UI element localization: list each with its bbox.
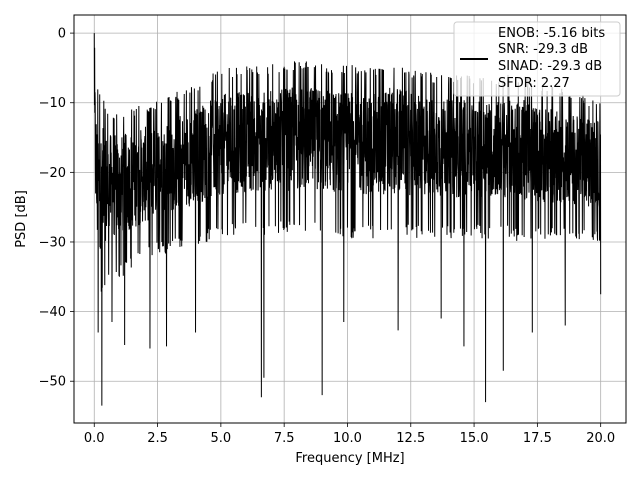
y-axis-label: PSD [dB] — [14, 190, 29, 248]
legend-entry-line-3: SINAD: -29.3 dB — [498, 59, 602, 74]
legend-entry-line-4: SFDR: 2.27 — [498, 76, 570, 91]
y-tick-label: −10 — [39, 96, 66, 111]
x-axis-label: Frequency [MHz] — [295, 451, 404, 466]
x-tick-label: 17.5 — [523, 431, 552, 446]
y-tick-label: −20 — [39, 166, 66, 181]
plot-frame — [73, 14, 627, 424]
y-axis-ticks: 0 −10 −20 −30 −40 −50 — [39, 27, 74, 390]
x-tick-label: 0.0 — [84, 431, 105, 446]
x-tick-label: 7.5 — [274, 431, 295, 446]
legend-entry-line-1: ENOB: -5.16 bits — [498, 26, 605, 41]
x-tick-label: 12.5 — [396, 431, 425, 446]
x-tick-label: 2.5 — [147, 431, 168, 446]
legend-entry-line-2: SNR: -29.3 dB — [498, 42, 588, 57]
psd-trace — [93, 33, 602, 406]
x-axis-ticks: 0.0 2.5 5.0 7.5 10.0 12.5 15.0 17.5 20.0 — [84, 423, 615, 446]
x-tick-label: 5.0 — [211, 431, 232, 446]
x-tick-label: 10.0 — [333, 431, 362, 446]
legend-box — [453, 21, 621, 97]
y-tick-label: −40 — [39, 305, 66, 320]
plot-area — [93, 33, 602, 406]
x-tick-label: 20.0 — [586, 431, 615, 446]
legend: ENOB: -5.16 bits SNR: -29.3 dB SINAD: -2… — [453, 21, 621, 97]
x-tick-label: 15.0 — [460, 431, 489, 446]
y-tick-label: −50 — [39, 375, 66, 390]
y-tick-label: 0 — [58, 27, 66, 42]
y-tick-label: −30 — [39, 235, 66, 250]
